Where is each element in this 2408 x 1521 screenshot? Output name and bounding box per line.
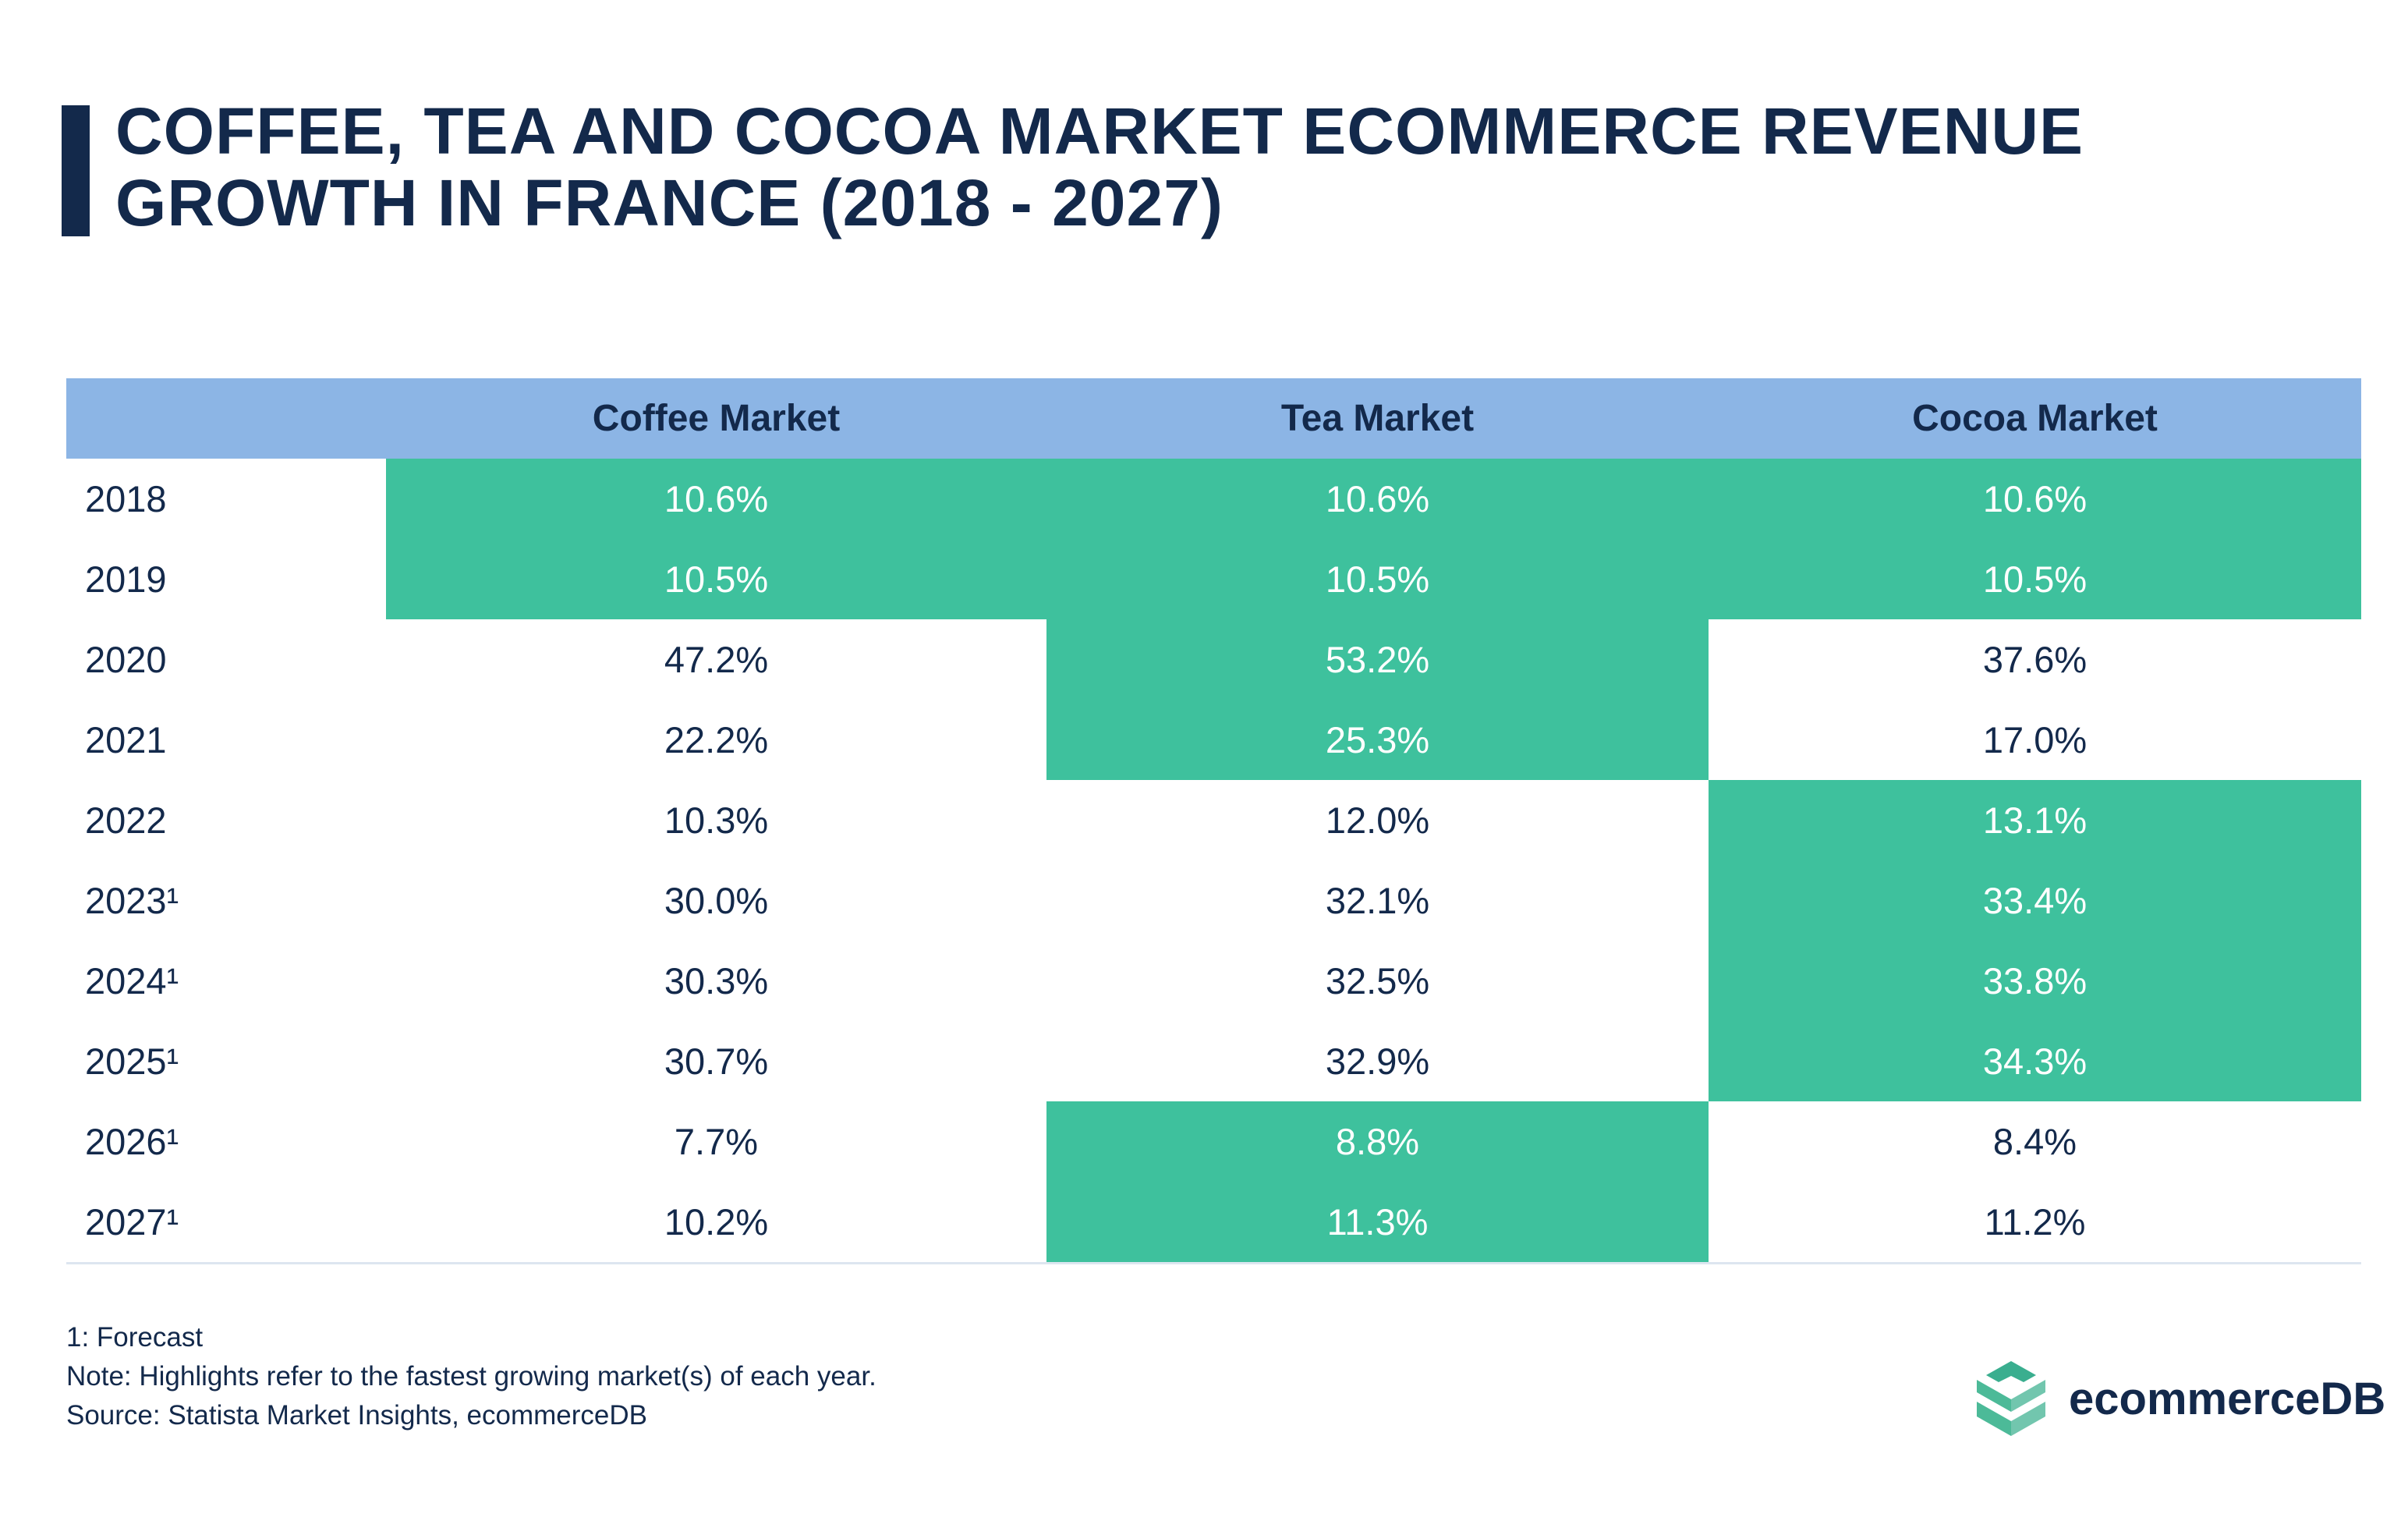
year-cell: 2026¹	[85, 1121, 179, 1162]
table-row: 2025¹ 30.7% 32.9% 34.3%	[66, 1021, 2361, 1101]
growth-value-cell: 30.3%	[664, 960, 769, 1002]
year-cell: 2022	[85, 800, 167, 841]
column-header: Cocoa Market	[1709, 378, 2361, 459]
growth-value-cell: 8.4%	[1992, 1121, 2077, 1162]
growth-value-cell: 11.3%	[1046, 1182, 1709, 1264]
year-cell: 2023¹	[85, 880, 179, 921]
ecommercedb-logo: ecommerceDB	[1977, 1361, 2385, 1436]
year-cell: 2025¹	[85, 1041, 179, 1082]
source-note: Source: Statista Market Insights, ecomme…	[66, 1400, 647, 1431]
year-cell: 2021	[85, 719, 167, 760]
growth-value-cell: 17.0%	[1982, 719, 2088, 760]
year-cell: 2020	[85, 639, 167, 680]
stacked-cube-logo-icon	[1977, 1361, 2045, 1436]
growth-value-cell: 8.8%	[1046, 1101, 1709, 1182]
growth-value-cell: 33.4%	[1709, 860, 2361, 941]
growth-value-cell: 30.0%	[664, 880, 769, 921]
growth-value-cell: 47.2%	[664, 639, 769, 680]
year-cell: 2019	[85, 558, 167, 600]
growth-value-cell: 32.1%	[1325, 880, 1430, 921]
table-row: 2022 10.3% 12.0% 13.1%	[66, 780, 2361, 860]
table-row: 2024¹ 30.3% 32.5% 33.8%	[66, 941, 2361, 1021]
growth-value-cell: 10.5%	[1709, 539, 2361, 619]
growth-value-cell: 10.6%	[1046, 459, 1709, 539]
growth-value-cell: 10.6%	[1709, 459, 2361, 539]
column-header: Coffee Market	[386, 378, 1046, 459]
table-row: 2021 22.2% 25.3% 17.0%	[66, 700, 2361, 780]
growth-value-cell: 7.7%	[674, 1121, 759, 1162]
growth-value-cell: 10.3%	[664, 800, 769, 841]
growth-value-cell: 10.5%	[386, 539, 1046, 619]
table-row: 2027¹ 10.2% 11.3% 11.2%	[66, 1182, 2361, 1264]
growth-value-cell: 53.2%	[1046, 619, 1709, 700]
header-year-cell	[66, 378, 386, 459]
growth-value-cell: 32.5%	[1325, 960, 1430, 1002]
growth-value-cell: 10.2%	[386, 1182, 1046, 1264]
table-row: 2023¹ 30.0% 32.1% 33.4%	[66, 860, 2361, 941]
column-header: Tea Market	[1046, 378, 1709, 459]
growth-value-cell: 11.2%	[1709, 1182, 2361, 1264]
title-accent-bar	[62, 105, 90, 236]
table-row: 2019 10.5% 10.5% 10.5%	[66, 539, 2361, 619]
page-title: COFFEE, TEA AND COCOA MARKET ECOMMERCE R…	[115, 94, 2084, 239]
growth-value-cell: 25.3%	[1046, 700, 1709, 780]
growth-value-cell: 10.5%	[1046, 539, 1709, 619]
growth-value-cell: 34.3%	[1709, 1021, 2361, 1101]
highlight-note: Note: Highlights refer to the fastest gr…	[66, 1361, 876, 1392]
footer-notes: 1: Forecast Note: Highlights refer to th…	[66, 1318, 876, 1435]
growth-value-cell: 12.0%	[1325, 800, 1430, 841]
growth-value-cell: 13.1%	[1709, 780, 2361, 860]
growth-table: Coffee Market Tea Market Cocoa Market 2018…	[66, 378, 2361, 1264]
growth-value-cell: 10.6%	[386, 459, 1046, 539]
table-row: 2020 47.2% 53.2% 37.6%	[66, 619, 2361, 700]
growth-value-cell: 37.6%	[1982, 639, 2088, 680]
table-header-row: Coffee Market Tea Market Cocoa Market	[66, 378, 2361, 459]
logo-text: ecommerceDB	[2069, 1373, 2386, 1424]
year-cell: 2024¹	[85, 960, 179, 1002]
growth-value-cell: 32.9%	[1325, 1041, 1430, 1082]
growth-value-cell: 33.8%	[1709, 941, 2361, 1021]
forecast-note: 1: Forecast	[66, 1322, 204, 1353]
growth-value-cell: 30.7%	[664, 1041, 769, 1082]
table-row: 2018 10.6% 10.6% 10.6%	[66, 459, 2361, 539]
year-cell: 2027¹	[66, 1182, 386, 1264]
table-row: 2026¹ 7.7% 8.8% 8.4%	[66, 1101, 2361, 1182]
year-cell: 2018	[85, 478, 167, 519]
growth-value-cell: 22.2%	[664, 719, 769, 760]
